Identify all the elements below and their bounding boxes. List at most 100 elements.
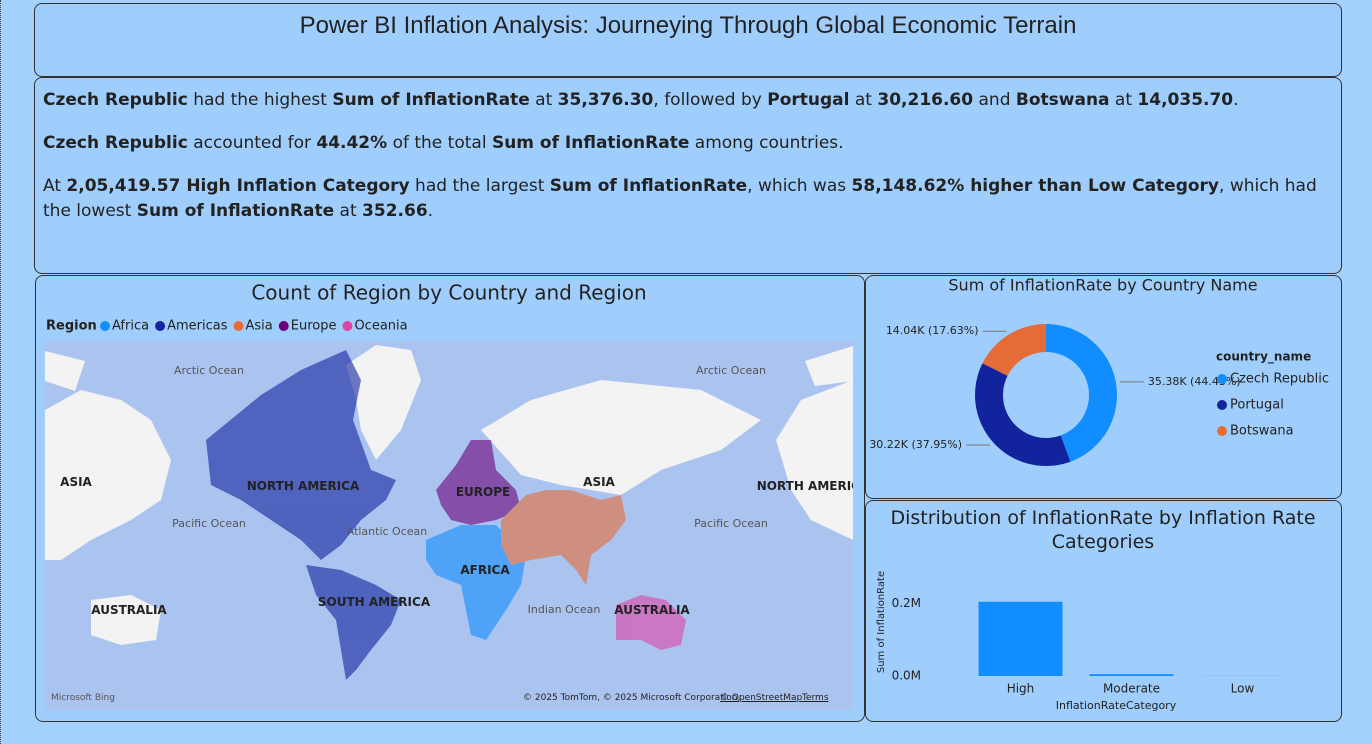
narrative-text: Portugal [767,90,850,110]
narrative-text: at [1109,90,1138,110]
x-tick-label: Moderate [1103,682,1160,696]
narrative-text: among countries. [689,133,844,153]
data-label: 35.38K (44.43%) [1148,375,1241,388]
narrative-text: at [334,201,363,221]
narrative-text: 352.66 [362,201,428,221]
narrative-text: , followed by [653,90,768,110]
legend-label: Portugal [1230,398,1284,413]
map-terms: Terms [802,693,829,703]
x-tick-label: High [1007,682,1035,696]
map-label: Pacific Ocean [172,517,246,530]
narrative: Czech Republic had the highest Sum of In… [43,88,1323,242]
narrative-text: Sum of InflationRate [136,201,335,221]
legend-title: Region [46,319,97,334]
narrative-text: and [973,90,1016,110]
narrative-text: Czech Republic [43,90,188,110]
map-label: NORTH AMERICA [756,479,853,493]
map-title: Count of Region by Country and Region [251,281,646,305]
map-canvas [45,345,853,680]
narrative-text: of the total [387,133,492,153]
legend-label: Europe [291,319,337,334]
land [45,345,853,645]
narrative-text: 58,148.62% higher than Low Category [851,176,1220,196]
region-shape [306,565,401,680]
narrative-text: had the highest [187,90,333,110]
narrative-text: accounted for [187,133,317,153]
legend-marker [1217,426,1227,436]
legend-label: Asia [245,319,272,334]
bar-title: Distribution of InflationRate by Inflati… [890,507,1316,553]
legend-marker [1217,400,1227,410]
narrative-text: 35,376.30 [557,90,654,110]
bar [978,601,1063,676]
map-logo: Microsoft Bing [51,693,115,703]
region-shape [206,350,396,560]
land [91,595,161,645]
narrative-text: Czech Republic [43,133,188,153]
regions [206,350,686,680]
legend-label: Botswana [1230,424,1294,439]
title-panel [34,3,1342,77]
narrative-text: , which was [747,176,852,196]
data-label: 30.22K (37.95%) [869,438,962,451]
map-label: Indian Ocean [527,603,601,616]
map-attribution-link: © OpenStreetMap [720,693,803,703]
legend-title: country_name [1216,350,1311,365]
legend-marker [278,321,289,331]
legend-marker [100,321,110,331]
map-label: AUSTRALIA [91,603,167,617]
legend-label: Americas [167,319,228,334]
legend-label: Czech Republic [1230,372,1329,387]
region-shape [501,490,626,585]
data-label: 14.04K (17.63%) [886,324,979,337]
narrative-text: 2,05,419.57 High Inflation Category [66,176,410,196]
narrative-text: . [1233,90,1239,110]
map-label: Arctic Ocean [174,364,244,377]
land [481,380,761,495]
x-tick-label: Low [1231,682,1255,696]
narrative-text: At [43,176,67,196]
y-axis-label: Sum of InflationRate [876,571,887,673]
page-title: Power BI Inflation Analysis: Journeying … [299,12,1077,39]
land [346,345,421,460]
donut-slice [974,363,1071,467]
map-label: ASIA [60,475,92,489]
map-label: AFRICA [460,563,510,577]
map-label: NORTH AMERICA [246,479,360,493]
donut-slice [982,324,1046,376]
y-tick-label: 0.2M [892,596,921,610]
map-label: SOUTH AMERICA [317,595,431,609]
region-shape [426,525,526,640]
y-tick-label: 0.0M [892,669,921,683]
narrative-text: at [529,90,558,110]
narrative-paragraph: At 2,05,419.57 High Inflation Category h… [43,174,1323,224]
legend-marker [233,321,244,331]
land [45,390,171,560]
land [805,346,853,386]
map-label: Pacific Ocean [694,517,768,530]
legend-marker [1217,374,1227,384]
legend-label: Africa [112,319,149,334]
narrative-text: 44.42% [316,133,388,153]
land [776,380,853,540]
narrative-paragraph: Czech Republic accounted for 44.42% of t… [43,131,1323,156]
land [45,351,85,391]
narrative-paragraph: Czech Republic had the highest Sum of In… [43,88,1323,113]
narrative-text: 30,216.60 [877,90,974,110]
narrative-text: , which had the lowest [43,176,1317,221]
map-label: EUROPE [455,485,511,499]
map-label: Arctic Ocean [696,364,766,377]
map-label: ASIA [583,475,615,489]
narrative-text: 14,035.70 [1137,90,1234,110]
region-shape [436,440,521,525]
legend-marker [342,321,353,331]
donut-title: Sum of InflationRate by Country Name [948,276,1257,295]
narrative-text: Sum of InflationRate [332,90,530,110]
bar-panel [865,500,1342,722]
narrative-text: Botswana [1015,90,1110,110]
donut-slice [1046,324,1117,462]
narrative-text: at [849,90,878,110]
